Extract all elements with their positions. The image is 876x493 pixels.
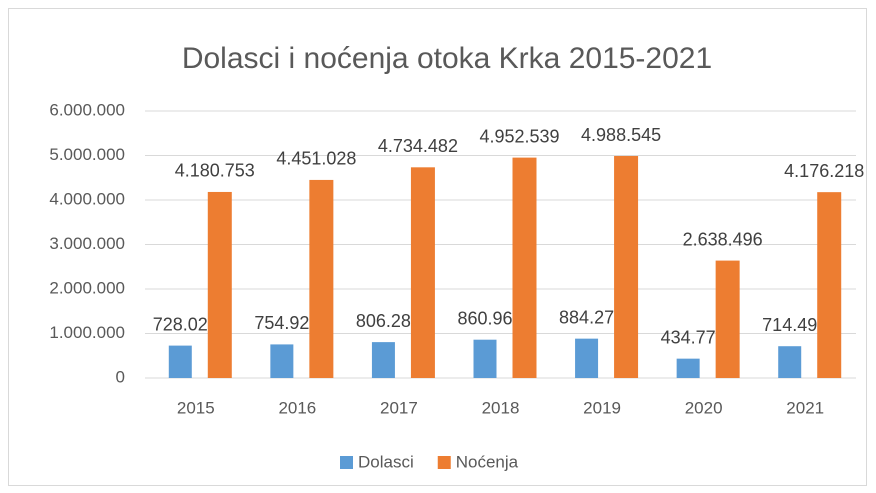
y-tick-label: 2.000.000 <box>49 278 125 297</box>
x-tick-label: 2020 <box>685 398 723 417</box>
x-tick-label: 2019 <box>583 398 621 417</box>
x-tick-label: 2018 <box>482 398 520 417</box>
data-label: 434.777 <box>661 327 726 347</box>
legend-swatch <box>437 456 451 469</box>
x-tick-label: 2017 <box>380 398 418 417</box>
data-label: 4.451.028 <box>276 149 356 169</box>
chart-title: Dolasci i noćenja otoka Krka 2015-2021 <box>182 42 712 75</box>
data-label: 4.734.482 <box>378 136 458 156</box>
y-tick-label: 5.000.000 <box>49 145 125 164</box>
bar <box>207 191 232 378</box>
y-tick-label: 4.000.000 <box>49 189 125 208</box>
y-tick-label: 0 <box>116 367 125 386</box>
bar <box>410 167 435 378</box>
chart-border <box>8 8 867 486</box>
x-tick-label: 2021 <box>786 398 824 417</box>
y-tick-label: 1.000.000 <box>49 323 125 342</box>
x-tick-label: 2015 <box>177 398 215 417</box>
bar <box>270 344 294 378</box>
data-label: 4.180.753 <box>175 161 255 181</box>
legend-swatch <box>340 456 353 469</box>
data-label: 4.176.218 <box>784 161 864 181</box>
bar <box>575 338 599 378</box>
bar <box>309 179 334 378</box>
x-tick-label: 2016 <box>278 398 316 417</box>
data-label: 714.498 <box>762 315 827 335</box>
y-tick-label: 3.000.000 <box>49 234 125 253</box>
bar <box>512 157 537 378</box>
bar <box>817 192 842 378</box>
bar <box>614 156 639 378</box>
bar <box>168 345 192 378</box>
data-label: 860.961 <box>457 308 522 328</box>
data-label: 806.285 <box>356 311 421 331</box>
bar <box>715 260 740 378</box>
data-label: 4.952.539 <box>479 126 559 146</box>
legend-label: Noćenja <box>456 452 519 471</box>
legend-label: Dolasci <box>358 452 414 471</box>
data-label: 728.025 <box>153 314 218 334</box>
bar <box>473 339 497 378</box>
bar <box>371 342 395 378</box>
bar <box>676 358 700 378</box>
data-label: 4.988.545 <box>581 125 661 145</box>
data-label: 884.276 <box>559 307 624 327</box>
bar <box>778 346 802 378</box>
y-tick-label: 6.000.000 <box>49 100 125 119</box>
data-label: 754.929 <box>254 313 319 333</box>
data-label: 2.638.496 <box>683 229 763 249</box>
